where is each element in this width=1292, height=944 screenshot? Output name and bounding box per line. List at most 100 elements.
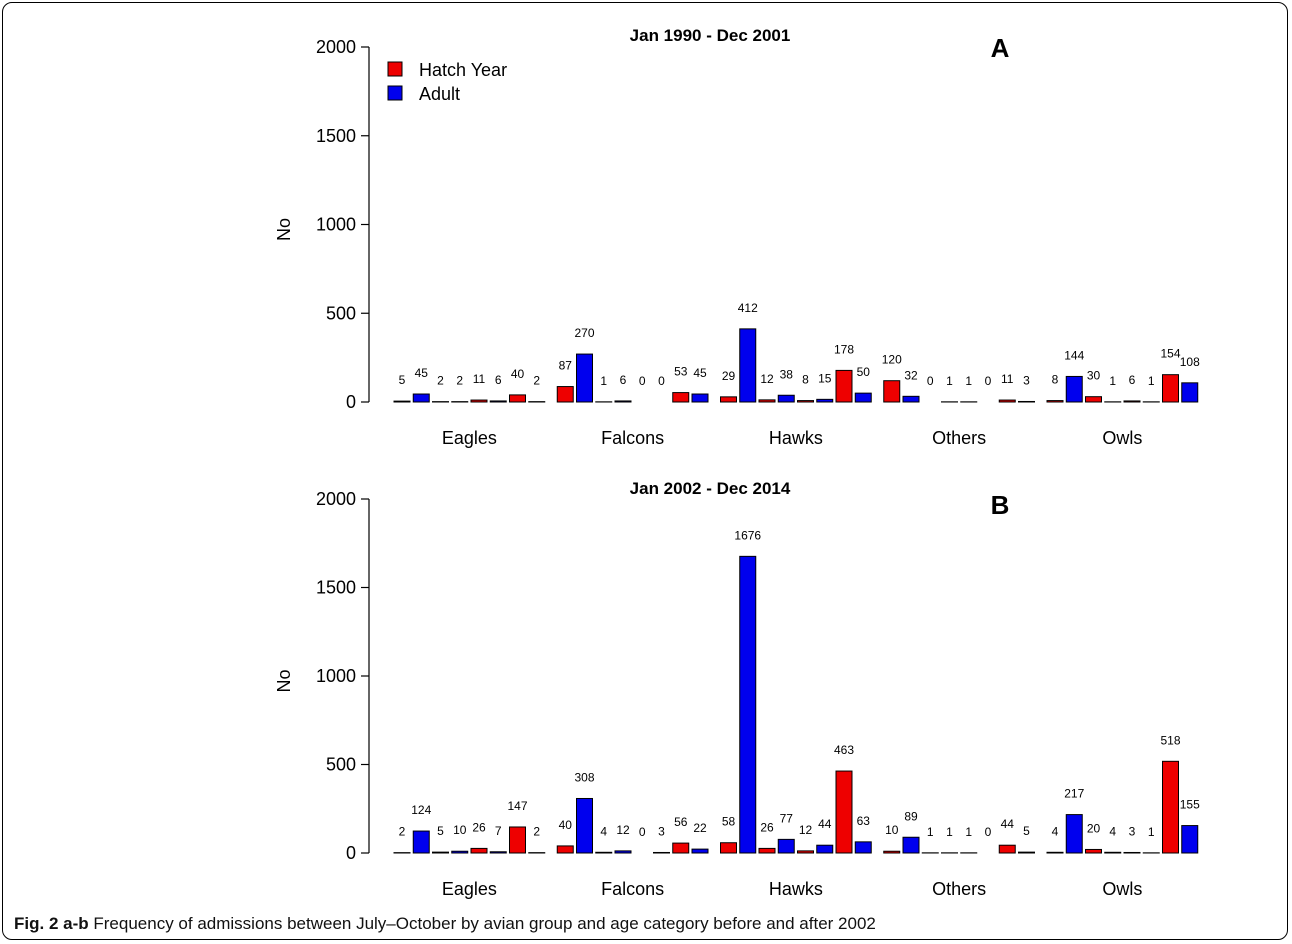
bar	[720, 842, 737, 854]
bar	[672, 392, 690, 403]
legend-swatch	[387, 61, 403, 77]
bar	[576, 797, 593, 854]
category-label: Eagles	[442, 879, 497, 899]
bar-value-label: 3	[1023, 373, 1030, 387]
bar-value-label: 108	[1180, 355, 1200, 369]
caption-panels: a-b	[63, 914, 89, 933]
bar	[1085, 848, 1102, 854]
bar-value-label: 40	[511, 367, 525, 381]
y-tick-label: 500	[326, 303, 356, 323]
bar-value-label: 63	[857, 814, 871, 828]
bar-value-label: 2	[399, 825, 406, 839]
bar-value-label: 4	[1109, 824, 1116, 838]
caption-text: Frequency of admissions between July–Oct…	[93, 914, 876, 933]
bar	[1162, 374, 1179, 403]
bar	[672, 842, 690, 854]
legend-entry-label: Adult	[419, 84, 460, 104]
bar-value-label: 26	[472, 820, 486, 834]
bar	[1123, 851, 1141, 854]
bar-value-label: 2	[533, 825, 540, 839]
bar-value-label: 1	[946, 374, 953, 388]
bar-value-label: 20	[1087, 821, 1101, 835]
bar	[489, 851, 507, 854]
bar-value-label: 12	[760, 372, 774, 386]
bar-value-label: 120	[882, 353, 902, 367]
bar-value-label: 2	[533, 374, 540, 388]
bar	[412, 830, 430, 854]
bar	[739, 328, 757, 403]
caption-label: Fig. 2	[14, 914, 59, 933]
bar	[1018, 851, 1035, 854]
bar-value-label: 178	[834, 342, 854, 356]
bar	[797, 850, 814, 854]
bar-value-label: 1	[927, 825, 934, 839]
bar-value-label: 5	[1023, 824, 1030, 838]
bar-value-label: 1	[1109, 374, 1116, 388]
bar-value-label: 6	[495, 373, 502, 387]
category-label: Owls	[1102, 879, 1142, 899]
bar-value-label: 5	[399, 373, 406, 387]
bar-value-label: 1676	[734, 528, 761, 542]
bar	[614, 400, 632, 403]
bar	[883, 850, 901, 854]
bar	[777, 394, 795, 403]
bar-value-label: 44	[1001, 817, 1015, 831]
bar-value-label: 45	[693, 366, 707, 380]
bar	[1018, 400, 1035, 403]
bar-value-label: 12	[799, 823, 813, 837]
bar	[691, 848, 709, 854]
bar	[653, 851, 670, 854]
bar	[816, 398, 834, 403]
bar	[854, 841, 872, 854]
bar-value-label: 2	[456, 374, 463, 388]
bar	[1046, 851, 1064, 854]
bar	[470, 847, 488, 854]
bar-value-label: 270	[574, 326, 594, 340]
bar-value-label: 10	[453, 823, 467, 837]
bar	[489, 400, 507, 403]
y-tick-label: 2000	[316, 37, 356, 57]
bar	[470, 399, 488, 403]
bar-value-label: 26	[760, 820, 774, 834]
bar	[1181, 382, 1199, 403]
bar	[854, 392, 872, 403]
bar	[1162, 760, 1179, 854]
bar	[691, 393, 709, 403]
bar-value-label: 87	[559, 359, 573, 373]
category-label: Others	[932, 428, 986, 448]
bar-value-label: 44	[818, 817, 832, 831]
bar	[432, 851, 449, 854]
bar	[576, 353, 593, 403]
category-label: Hawks	[769, 428, 823, 448]
bar-value-label: 2	[437, 374, 444, 388]
bar-value-label: 144	[1064, 348, 1084, 362]
bar-value-label: 5	[437, 824, 444, 838]
bar-value-label: 11	[473, 372, 486, 386]
bar-value-label: 58	[722, 815, 736, 829]
bar-value-label: 1	[600, 374, 607, 388]
bar	[614, 850, 632, 854]
y-tick-label: 1000	[316, 666, 356, 686]
y-tick-label: 0	[346, 392, 356, 412]
bar-value-label: 10	[885, 823, 899, 837]
category-label: Hawks	[769, 879, 823, 899]
bar	[1065, 814, 1083, 854]
bar-value-label: 0	[927, 374, 934, 388]
bar	[902, 836, 920, 854]
bar-value-label: 8	[802, 373, 809, 387]
legend-swatch	[387, 85, 403, 101]
bar	[1181, 825, 1199, 854]
bar-value-label: 518	[1160, 733, 1180, 747]
bar-value-label: 32	[904, 368, 918, 382]
bar-value-label: 217	[1064, 787, 1084, 801]
bar-value-label: 11	[1001, 372, 1014, 386]
bar	[451, 850, 469, 854]
bar-value-label: 0	[658, 374, 665, 388]
bar	[758, 847, 776, 854]
bar-value-label: 53	[674, 365, 688, 379]
bar-value-label: 147	[507, 799, 527, 813]
y-tick-label: 0	[346, 843, 356, 863]
legend-entry-label: Hatch Year	[419, 60, 507, 80]
bar-value-label: 6	[620, 373, 627, 387]
